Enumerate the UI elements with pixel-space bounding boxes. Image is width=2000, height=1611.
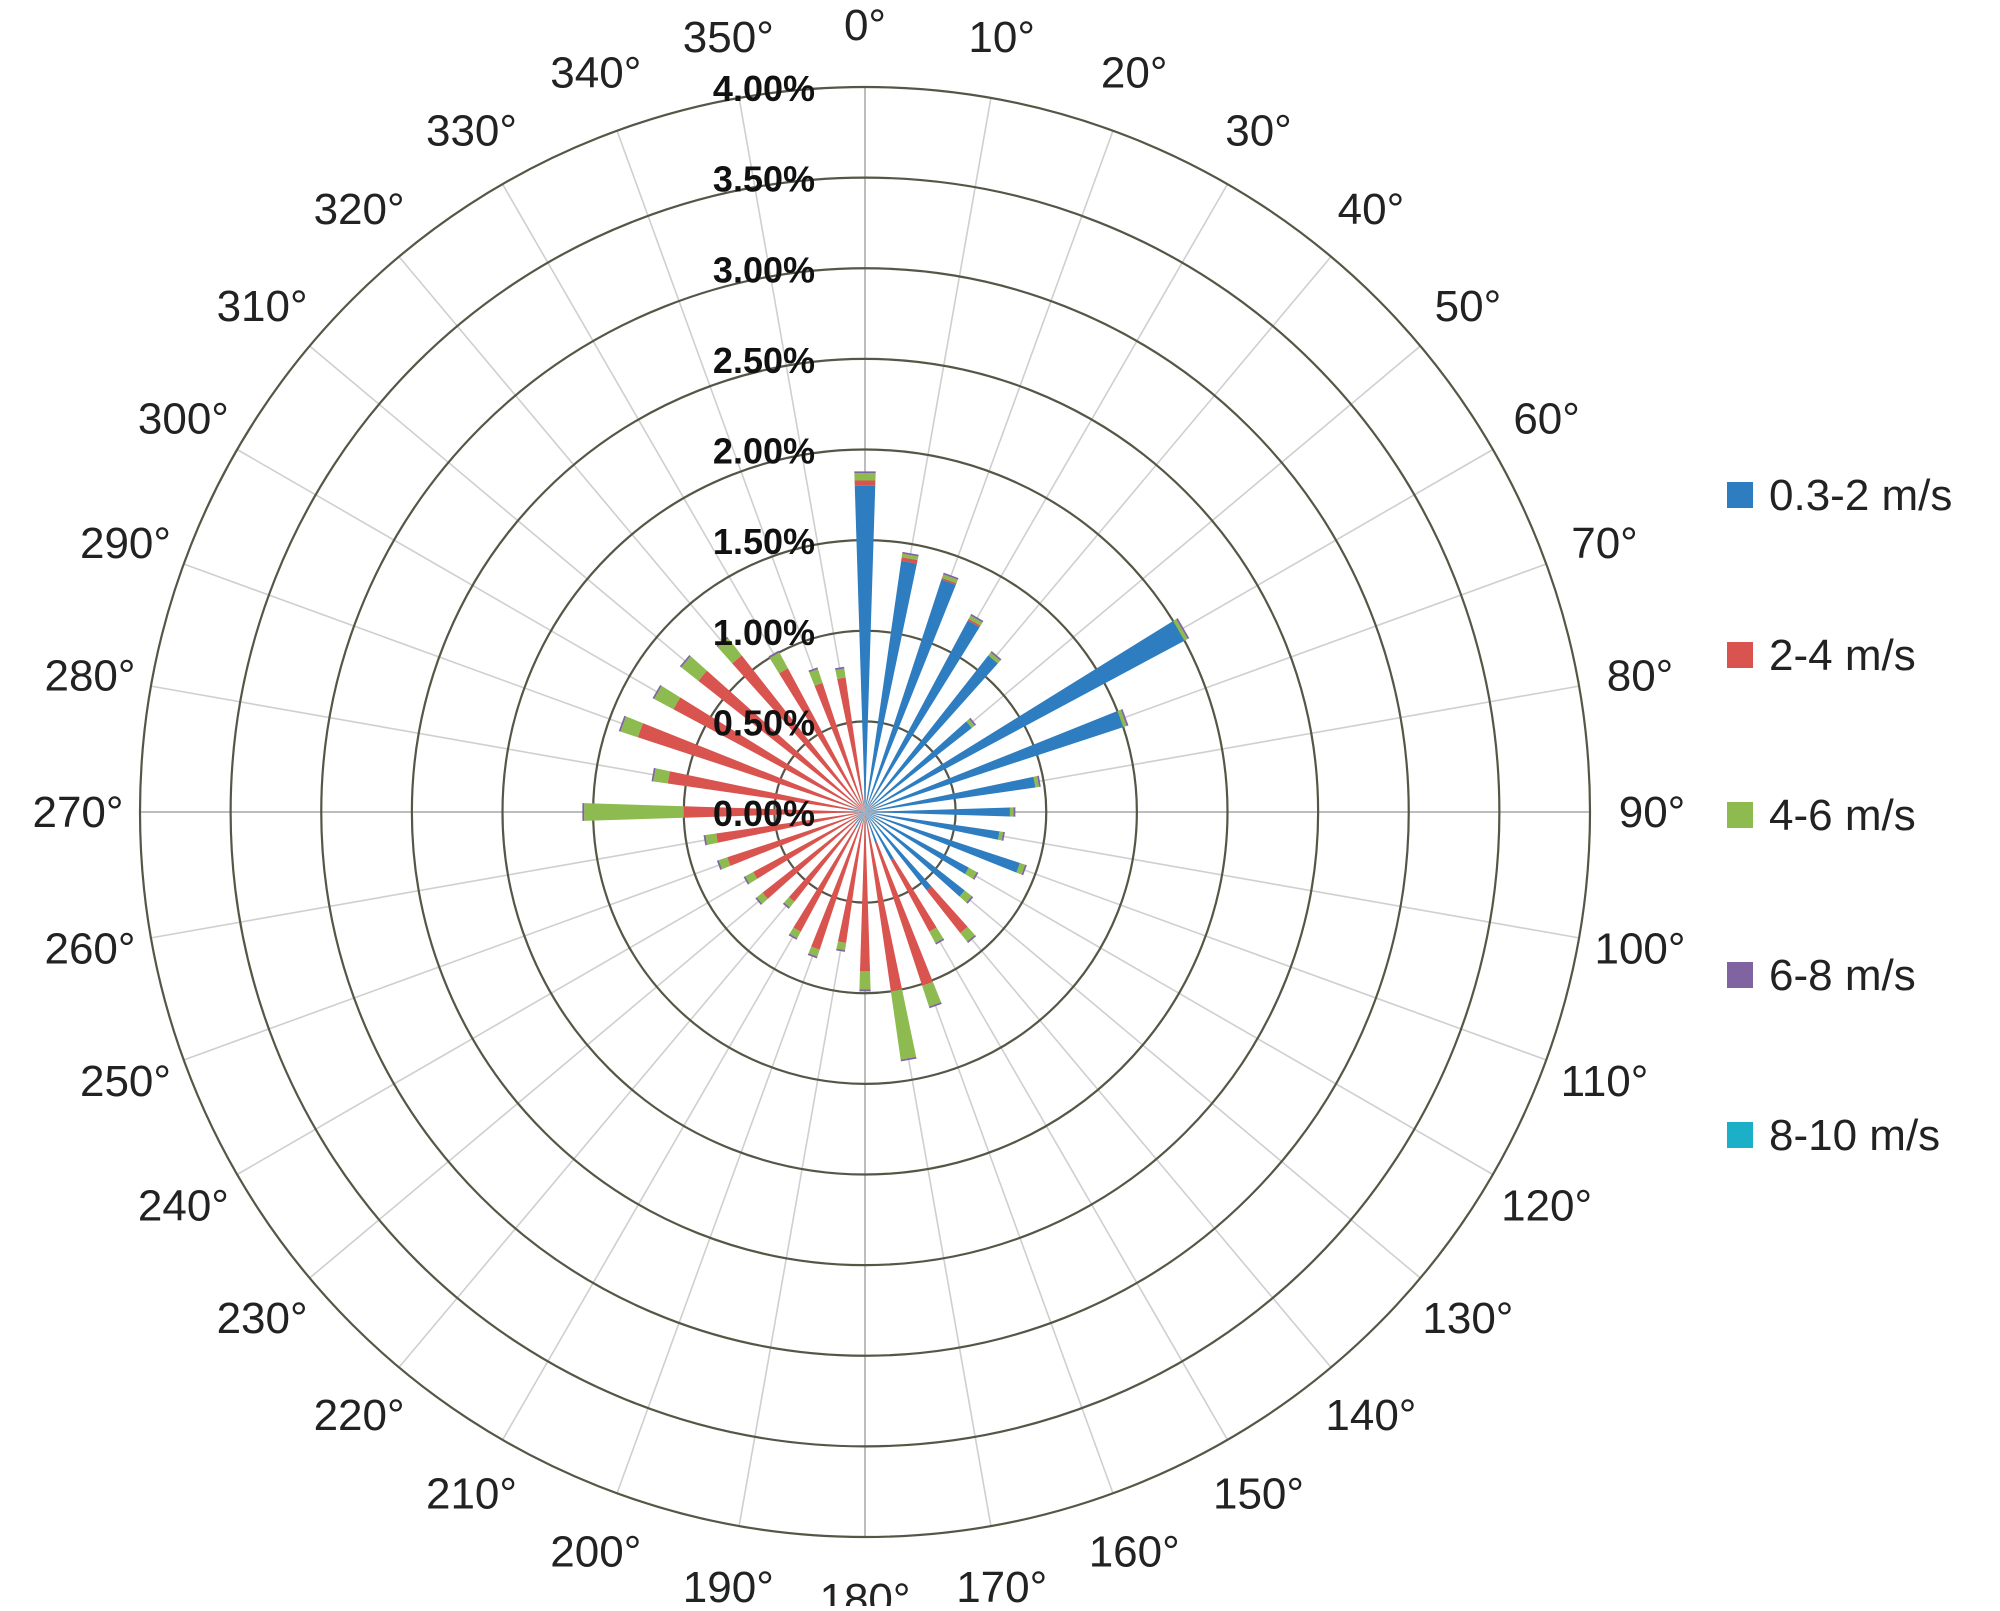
bar-90-series-2	[1010, 807, 1014, 816]
angle-label-260: 260°	[44, 925, 135, 974]
angle-label-350: 350°	[683, 13, 774, 62]
angle-label-170: 170°	[956, 1563, 1047, 1606]
radial-tick-label: 3.00%	[713, 249, 815, 290]
legend-label-4: 8-10 m/s	[1769, 1111, 1940, 1160]
angle-label-340: 340°	[550, 49, 641, 98]
angle-label-100: 100°	[1594, 925, 1685, 974]
angle-label-160: 160°	[1089, 1528, 1180, 1577]
legend-label-3: 6-8 m/s	[1769, 951, 1916, 1000]
bar-260-series-2	[705, 833, 717, 845]
radial-tick-labels: 0.00% 0.50% 1.00% 1.50% 2.00% 2.50% 3.00% 3.50%…	[713, 68, 815, 834]
bar-270-series-2	[584, 803, 684, 821]
angle-label-210: 210°	[426, 1470, 517, 1519]
radial-tick-label: 0.00%	[713, 793, 815, 834]
radial-tick-label: 1.00%	[713, 612, 815, 653]
angle-label-200: 200°	[550, 1528, 641, 1577]
angle-label-10: 10°	[968, 13, 1035, 62]
legend-label-1: 2-4 m/s	[1769, 631, 1916, 680]
angle-label-280: 280°	[44, 651, 135, 700]
radial-tick-label: 0.50%	[713, 702, 815, 743]
bar-70-series-0	[865, 711, 1123, 812]
bar-280-series-2	[653, 768, 670, 783]
angle-label-220: 220°	[314, 1391, 405, 1440]
bar-180-series-3	[859, 990, 870, 992]
angle-label-190: 190°	[683, 1563, 774, 1606]
angle-label-50: 50°	[1435, 282, 1502, 331]
angle-label-150: 150°	[1213, 1470, 1304, 1519]
bar-340-series-1	[815, 683, 865, 812]
legend-swatch-4	[1727, 1122, 1753, 1148]
bar-180-series-2	[859, 971, 870, 989]
bar-190-series-2	[836, 942, 846, 951]
bar-340-series-2	[809, 669, 822, 686]
legend-swatch-1	[1727, 642, 1753, 668]
angle-label-230: 230°	[217, 1294, 308, 1343]
legend-label-2: 4-6 m/s	[1769, 791, 1916, 840]
bar-350-series-2	[835, 668, 845, 678]
angle-label-300: 300°	[138, 395, 229, 444]
bar-0-series-2	[854, 473, 875, 480]
angle-label-240: 240°	[138, 1182, 229, 1231]
radial-tick-label: 4.00%	[713, 68, 815, 109]
angle-label-140: 140°	[1325, 1391, 1416, 1440]
angle-label-80: 80°	[1607, 651, 1674, 700]
angle-label-270: 270°	[32, 788, 123, 837]
bar-20-series-0	[865, 580, 956, 812]
legend-swatch-0	[1727, 482, 1753, 508]
angle-label-70: 70°	[1571, 519, 1638, 568]
bar-0-series-1	[855, 480, 876, 485]
angle-label-40: 40°	[1338, 185, 1405, 234]
bar-110-series-0	[865, 812, 1020, 873]
angle-label-130: 130°	[1422, 1294, 1513, 1343]
legend-label-0: 0.3-2 m/s	[1769, 471, 1952, 520]
bar-90-series-3	[1014, 807, 1016, 816]
radial-tick-label: 2.00%	[713, 431, 815, 472]
angle-label-250: 250°	[80, 1057, 171, 1106]
legend-swatch-3	[1727, 962, 1753, 988]
angle-label-110: 110°	[1561, 1057, 1649, 1106]
bar-0-series-3	[854, 471, 875, 473]
bar-160-series-2	[922, 982, 941, 1007]
angle-label-20: 20°	[1101, 49, 1168, 98]
angle-label-330: 330°	[426, 106, 517, 155]
angle-label-180: 180°	[819, 1575, 910, 1606]
angle-label-60: 60°	[1513, 395, 1580, 444]
angle-label-30: 30°	[1225, 106, 1292, 155]
radial-tick-label: 1.50%	[713, 521, 815, 562]
bar-270-series-3	[582, 803, 584, 821]
legend: 0.3-2 m/s 2-4 m/s 4-6 m/s 6-8 m/s 8-10 m/s	[1727, 471, 1952, 1160]
legend-swatch-2	[1727, 802, 1753, 828]
angle-label-90: 90°	[1619, 788, 1686, 837]
bar-170-series-2	[891, 989, 916, 1059]
angle-label-290: 290°	[80, 519, 171, 568]
radial-tick-label: 3.50%	[713, 159, 815, 200]
angular-tick-labels: 0° 10° 20° 30° 40° 50° 60° 70° 80° 90° 100° 110° 120…	[32, 1, 1685, 1606]
angle-label-310: 310°	[217, 282, 308, 331]
radial-tick-label: 2.50%	[713, 340, 815, 381]
angle-label-120: 120°	[1501, 1182, 1592, 1231]
angle-label-320: 320°	[314, 185, 405, 234]
angle-label-0: 0°	[844, 1, 886, 50]
